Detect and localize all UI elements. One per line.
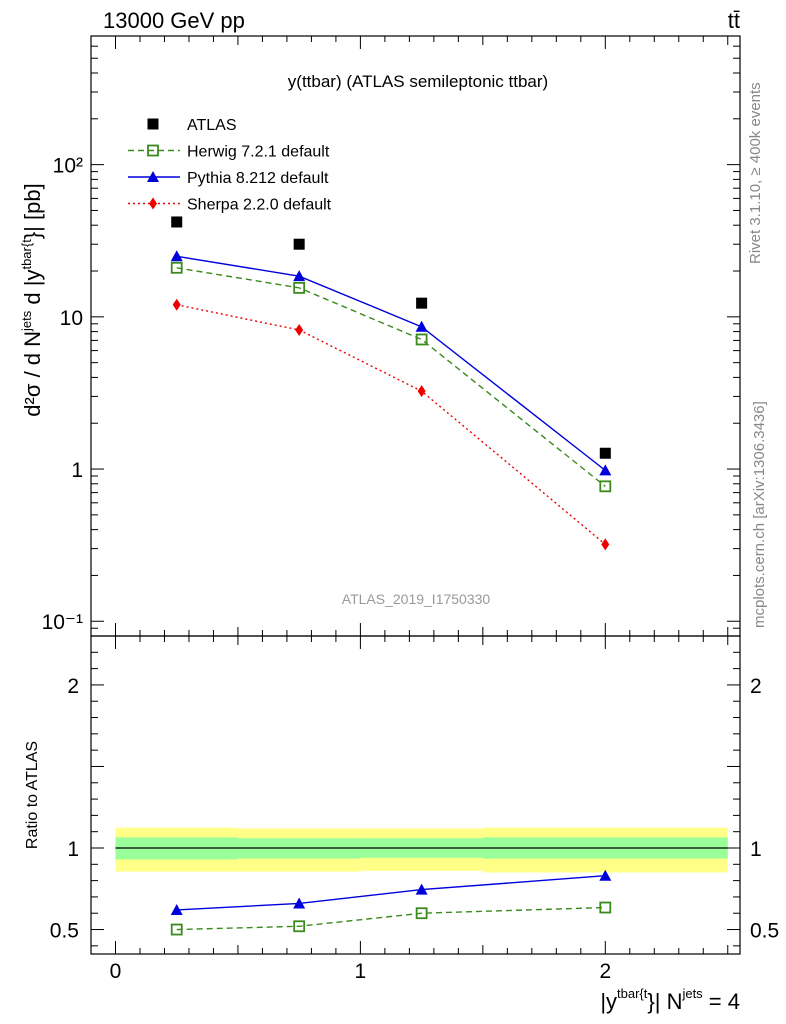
ratio-data-point: [293, 897, 306, 909]
series-line: [176, 304, 606, 545]
x-axis-label-part: jets: [681, 986, 703, 1001]
ratio-data-point: [415, 883, 428, 895]
legend-label: ATLAS: [187, 117, 237, 134]
mcplots-label: mcplots.cern.ch [arXiv:1306.3436]: [751, 401, 768, 628]
rivet-version-label: Rivet 3.1.10, ≥ 400k events: [747, 82, 764, 264]
data-point: [293, 238, 305, 250]
data-point: [293, 281, 306, 294]
ratio-data-point: [599, 869, 612, 881]
main-panel: 10⁻¹ 1 10 10² y(ttbar) (ATLAS semileptonic t…: [19, 35, 741, 637]
x-axis-label-part: |y: [600, 989, 617, 1014]
x-axis-label-part: }| N: [647, 989, 682, 1014]
ratio-y-axis-label: Ratio to ATLAS: [24, 741, 41, 849]
data-point: [417, 385, 426, 398]
data-point: [295, 323, 304, 336]
y-tick-label: 10²: [53, 155, 83, 178]
ratio-series-line: [176, 906, 606, 931]
series-line: [176, 255, 606, 471]
legend-marker: [147, 171, 159, 182]
y-axis-label-part: d |y: [20, 270, 45, 311]
data-point: [599, 480, 612, 493]
data-point: [415, 320, 428, 332]
y-axis-label: d²σ / d Njets d |ytbar{t}| [pb]: [19, 183, 45, 416]
series-pythia: [170, 250, 612, 476]
data-point: [416, 297, 428, 309]
x-tick-label: 2: [599, 960, 611, 983]
y-tick-label: 2: [67, 675, 79, 698]
legend-label: Sherpa 2.2.0 default: [187, 197, 332, 214]
legend-marker: [149, 197, 157, 210]
ratio-data-point: [415, 907, 428, 920]
ratio-panel: 0.5 0.5 1 1 2 2 0 1 2 Ratio to ATLAS |ytbar{t}| Nj…: [24, 635, 779, 1014]
energy-label: 13000 GeV pp: [103, 8, 245, 33]
legend-label: Pythia 8.212 default: [187, 170, 329, 187]
x-axis-label-part: tbar{t: [617, 986, 648, 1001]
legend-label: Herwig 7.2.1 default: [187, 144, 330, 161]
process-label: tt̄: [728, 8, 740, 33]
data-point: [293, 270, 306, 282]
y-tick-label-right: 1: [750, 838, 762, 861]
ratio-series-pythia: [170, 869, 612, 915]
ratio-data-point: [170, 903, 183, 915]
data-point: [170, 261, 183, 274]
legend-item: Sherpa 2.2.0 default: [128, 197, 332, 214]
y-tick-label: 1: [71, 459, 83, 482]
x-tick-label: 1: [355, 960, 367, 983]
legend: ATLAS Herwig 7.2.1 default Pythia 8.212 de…: [128, 117, 332, 214]
y-axis-label-part: jets: [19, 310, 34, 332]
data-point: [415, 333, 428, 346]
data-point: [170, 250, 183, 262]
data-point: [601, 538, 610, 551]
data-point: [599, 464, 612, 476]
x-axis-label-part: = 4: [703, 989, 740, 1014]
legend-item: Herwig 7.2.1 default: [128, 144, 330, 161]
ratio-series-herwig: [170, 901, 612, 936]
data-point: [599, 447, 611, 459]
y-tick-label: 0.5: [50, 920, 79, 943]
ratio-data-point: [293, 920, 306, 933]
y-axis-label-part: }| [pb]: [20, 183, 45, 239]
x-tick-label: 0: [110, 960, 122, 983]
data-point: [172, 298, 181, 311]
series-herwig: [170, 261, 612, 493]
chart-title: y(ttbar) (ATLAS semileptonic ttbar): [288, 72, 548, 91]
series-atlas: [171, 216, 611, 459]
data-point: [171, 216, 183, 228]
series-sherpa: [172, 298, 610, 551]
ratio-data-point: [170, 923, 183, 936]
y-tick-label: 10: [60, 307, 83, 330]
ratio-series-line: [176, 875, 606, 911]
x-axis-label: |ytbar{t}| Njets = 4: [600, 986, 740, 1014]
ratio-data-point: [599, 901, 612, 914]
series-line: [176, 267, 606, 487]
legend-item: Pythia 8.212 default: [128, 170, 329, 187]
y-tick-label-right: 0.5: [750, 920, 779, 943]
legend-marker: [147, 144, 159, 157]
legend-item: ATLAS: [147, 117, 237, 134]
y-tick-label: 10⁻¹: [42, 611, 83, 634]
y-tick-label: 1: [67, 838, 79, 861]
y-axis-label-part: tbar{t: [19, 239, 34, 270]
ratio-frame: [90, 635, 741, 955]
y-tick-label-right: 2: [750, 675, 762, 698]
y-axis-label-part: d²σ / d N: [20, 331, 45, 417]
legend-marker: [147, 118, 159, 130]
analysis-watermark: ATLAS_2019_I1750330: [342, 591, 491, 607]
